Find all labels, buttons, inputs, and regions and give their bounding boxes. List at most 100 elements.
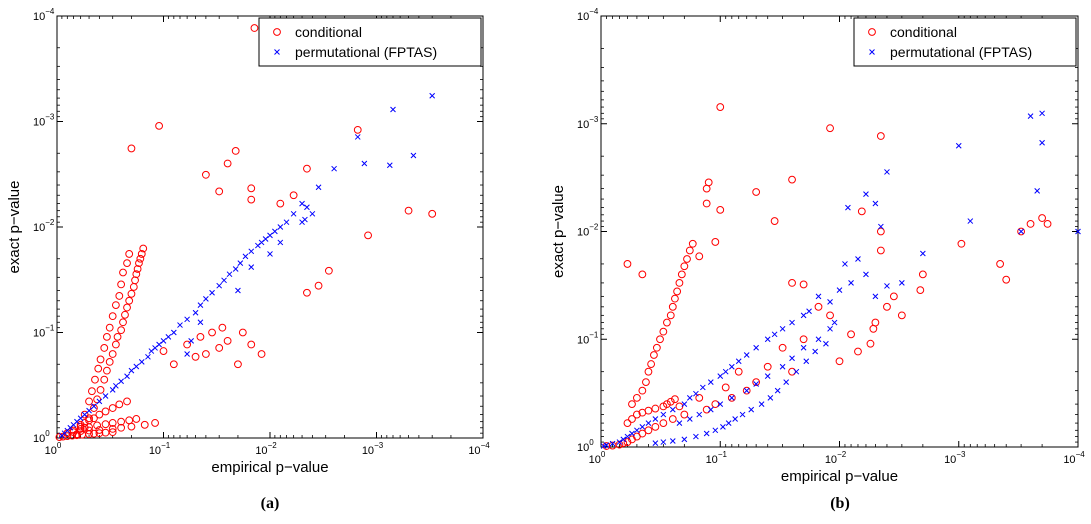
y-axis-label: exact p−value xyxy=(6,181,23,274)
data-point xyxy=(855,256,861,262)
data-point xyxy=(788,175,796,184)
data-point xyxy=(676,420,683,426)
data-point xyxy=(685,246,694,255)
data-point xyxy=(76,425,85,433)
y-tick-label: 10−1 xyxy=(33,324,55,340)
data-point xyxy=(191,352,200,361)
data-point xyxy=(86,407,92,414)
data-point xyxy=(771,331,778,338)
data-point xyxy=(247,340,256,349)
data-point xyxy=(800,344,807,351)
data-point xyxy=(721,383,730,392)
data-point xyxy=(139,244,148,253)
series-permutational-fptas- xyxy=(600,110,1081,449)
data-point xyxy=(847,330,855,339)
data-point xyxy=(967,218,974,224)
y-tick-label: 10−4 xyxy=(577,7,599,23)
data-point xyxy=(221,277,227,284)
y-tick-label: 10−3 xyxy=(577,115,599,131)
data-point xyxy=(183,340,192,349)
data-point xyxy=(660,411,667,418)
data-point xyxy=(289,191,298,200)
data-point xyxy=(404,206,413,215)
data-point xyxy=(59,432,67,441)
data-point xyxy=(85,397,93,406)
data-point xyxy=(151,419,159,427)
data-point xyxy=(235,287,241,294)
data-point xyxy=(216,282,223,289)
data-point xyxy=(250,24,259,32)
data-point xyxy=(827,299,833,305)
data-point xyxy=(1039,110,1045,117)
data-point xyxy=(1043,219,1052,228)
data-point xyxy=(248,264,255,270)
data-point xyxy=(331,165,337,172)
data-point xyxy=(814,302,823,311)
data-point xyxy=(752,188,761,196)
data-point xyxy=(857,207,866,216)
data-point xyxy=(848,280,854,286)
data-point xyxy=(354,134,361,140)
data-point xyxy=(600,443,607,449)
data-point xyxy=(827,325,833,332)
data-point xyxy=(793,368,800,375)
data-point xyxy=(101,420,110,429)
data-point xyxy=(223,159,232,168)
x-tick-label: 10−2 xyxy=(825,450,847,466)
series-conditional xyxy=(602,103,1052,450)
data-point xyxy=(675,279,684,287)
data-point xyxy=(113,382,119,389)
x-tick-label: 10−3 xyxy=(944,450,966,466)
data-point xyxy=(693,390,699,397)
data-point xyxy=(102,332,111,341)
data-point xyxy=(779,363,786,370)
data-point xyxy=(184,316,190,323)
data-point xyxy=(812,348,819,355)
panel-caption: (b) xyxy=(830,495,850,512)
data-point xyxy=(800,312,807,319)
data-point xyxy=(160,338,167,344)
x-axis-label: empirical p−value xyxy=(781,468,898,485)
data-point xyxy=(100,375,109,384)
data-point xyxy=(883,302,891,311)
data-point xyxy=(428,209,437,218)
chart-panel-1: 100 10−1 10−2 10−3 10−4 100 10−1 10−2 10−3 10−4 em… xyxy=(550,7,1085,512)
data-point xyxy=(132,270,141,279)
legend-label: conditional xyxy=(890,24,957,40)
data-point xyxy=(831,319,838,326)
data-point xyxy=(124,373,130,380)
data-point xyxy=(125,250,134,258)
data-point xyxy=(390,106,396,113)
data-point xyxy=(1002,275,1011,284)
data-point xyxy=(117,423,126,432)
data-point xyxy=(197,319,204,326)
data-point xyxy=(702,405,711,414)
legend-label: permutational (FPTAS) xyxy=(890,44,1032,60)
data-point xyxy=(267,251,273,257)
x-tick-label: 10−4 xyxy=(1063,450,1085,466)
data-point xyxy=(609,440,616,447)
data-point xyxy=(231,147,240,155)
data-point xyxy=(742,386,751,395)
data-point xyxy=(101,407,110,416)
data-point xyxy=(135,259,143,268)
x-tick-label: 100 xyxy=(589,450,606,466)
data-point xyxy=(836,287,843,293)
data-point xyxy=(835,357,844,366)
data-point xyxy=(81,411,88,418)
data-point xyxy=(108,425,117,433)
data-point xyxy=(85,414,93,423)
y-tick-label: 10−3 xyxy=(33,113,55,129)
data-point xyxy=(257,350,266,358)
data-point xyxy=(102,366,111,375)
data-point xyxy=(85,430,93,439)
data-point xyxy=(623,419,632,427)
data-point xyxy=(743,387,750,394)
data-point xyxy=(93,421,102,430)
data-point xyxy=(138,359,145,365)
data-point xyxy=(108,350,117,358)
x-tick-label: 10−2 xyxy=(255,441,277,457)
data-point xyxy=(299,200,305,207)
data-point xyxy=(668,415,677,423)
